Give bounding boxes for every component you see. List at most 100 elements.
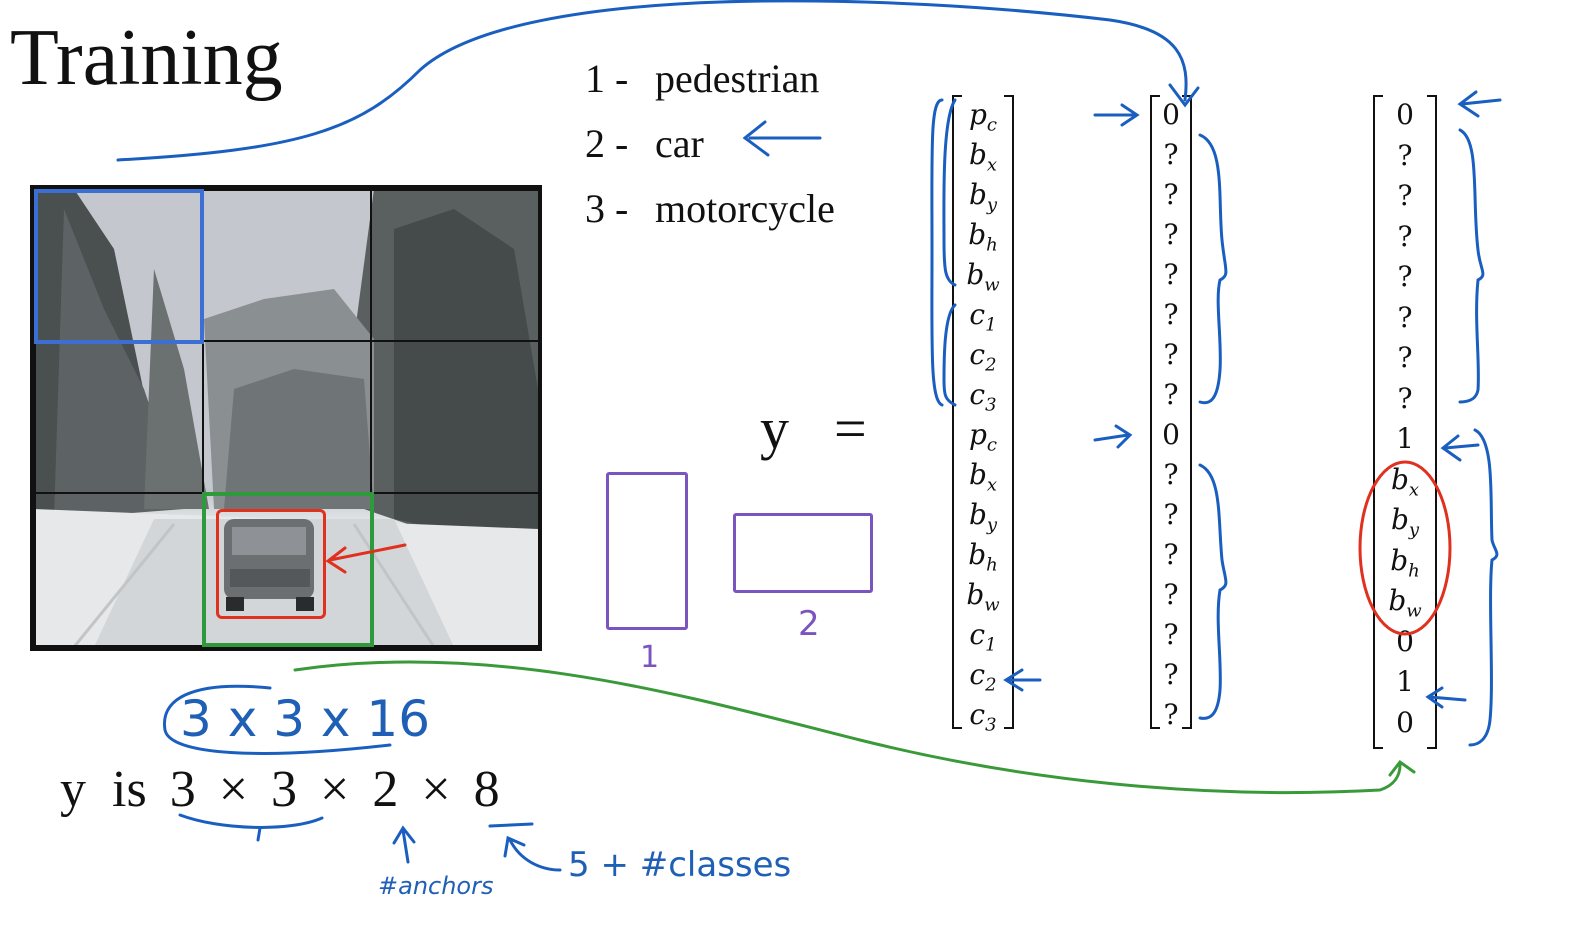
arrow-car-c2 [1425,686,1467,709]
arrow-c2 [1003,668,1042,692]
vector-entry: bw [1388,584,1422,622]
arrowhead [1168,83,1200,108]
vector-entry: c1 [969,618,997,656]
brace-car-1 [1458,128,1485,404]
left-bracket [952,95,962,729]
circle-grid-shape [162,684,392,755]
arrow-pc-1 [1093,103,1140,127]
brace-car-2 [1468,428,1499,747]
vector-entry: ? [1397,300,1413,334]
arrow-8 [503,835,562,872]
class-item-1: 1 - pedestrian [585,55,819,102]
car-bounding-box [216,509,326,619]
red-oval [1358,460,1452,636]
y-label: y [760,396,789,461]
vector-entry: bx [968,138,998,176]
class-number: 3 - [585,186,629,231]
brace-ped-2 [1198,463,1228,720]
shape-dim-1: 3 [169,761,196,818]
vector-entry: bh [1390,543,1420,582]
classes-formula-annotation: 5 + #classes [568,845,792,885]
y-equals: y = [760,395,867,462]
arrow-anchors [392,825,416,864]
anchor-box-1-label: 1 [640,640,660,675]
highlight-cell-green [202,492,374,647]
shape-dim-4: 8 [473,761,500,818]
vector-entry: pc [968,98,998,136]
brace-left-3 [942,303,957,407]
class-name: pedestrian [655,56,820,101]
vector-entry: bh [968,218,998,256]
vector-entry: ? [1163,298,1179,331]
pedestrian-vector: 0??????? 0??????? [1150,95,1192,735]
shape-dim-3: 2 [372,761,399,818]
grid-shape-annotation: 3 x 3 x 16 [180,690,430,748]
shape-prefix: y is [60,761,147,818]
vector-entry: bw [966,258,1000,296]
anchor-box-1 [606,472,688,630]
vector-entry: by [1390,503,1420,541]
vector-entry: ? [1397,138,1413,172]
class-number: 2 - [585,121,629,166]
anchor-box-2-label: 2 [798,604,820,644]
vector-entry: 0 [1162,98,1180,131]
label-vector: pc bx by bh bw c1 c2 c3 pc bx by bh bw c1 c2 c3 [952,95,1014,736]
snowy-forest-scene [34,189,538,647]
highlight-cell-blue [34,189,204,344]
vector-entry: 1 [1396,665,1414,698]
vector-entry: ? [1163,658,1179,691]
vector-entry: c1 [969,298,997,336]
vector-entry: 0 [1396,98,1414,131]
car-vector: 0??????? 1 bx by bh bw 0 1 0 [1373,95,1437,750]
vector-entry: ? [1397,219,1413,253]
brace-left-1 [930,98,944,407]
vector-entry: ? [1397,341,1413,374]
vector-entry: bw [966,578,1000,616]
vector-entry: ? [1163,498,1179,531]
class-name: motorcycle [655,186,835,231]
vector-entry: ? [1163,338,1179,371]
vector-entry: ? [1397,260,1413,293]
equals-sign: = [834,396,867,461]
vector-entry: ? [1163,218,1179,251]
times-sign: × [218,761,249,818]
vector-entry: bx [968,458,998,496]
underline-3x3 [178,813,324,829]
car-arrow [742,120,822,157]
slide-title: Training [10,14,283,102]
underline-8 [488,822,534,828]
vector-entry: ? [1163,178,1179,211]
class-number: 1 - [585,56,629,101]
vector-entry: ? [1163,378,1179,411]
arrow-car-1 [1440,434,1480,462]
anchor-box-2 [733,513,873,593]
class-item-2: 2 - car [585,120,704,167]
vector-entry: ? [1163,698,1179,731]
right-bracket [1427,95,1437,749]
times-sign: × [320,761,350,818]
brace-left-2 [942,98,957,287]
vector-entry: 0 [1396,705,1414,739]
red-arrow-car [325,543,407,574]
vector-entry: by [968,178,998,216]
class-name: car [655,121,704,166]
times-sign: × [421,761,451,818]
vector-entry: ? [1163,138,1179,171]
green-curve-arrow [293,660,1416,795]
vector-entry: pc [968,418,998,456]
anchors-annotation: #anchors [378,872,494,900]
vector-entry: 0 [1162,418,1180,451]
vector-entry: bx [1390,462,1420,501]
right-bracket [1004,95,1014,729]
vector-entry: ? [1163,458,1179,491]
arrow-pc-2 [1093,424,1133,449]
left-bracket [1150,95,1160,729]
vector-entry: by [968,498,998,536]
right-bracket [1182,95,1192,729]
class-item-3: 3 - motorcycle [585,185,835,232]
output-shape-text: y is 3 × 3 × 2 × 8 [60,760,510,819]
vector-entry: c2 [969,658,997,696]
vector-entry: bh [968,538,998,576]
brace-ped-1 [1198,133,1228,405]
